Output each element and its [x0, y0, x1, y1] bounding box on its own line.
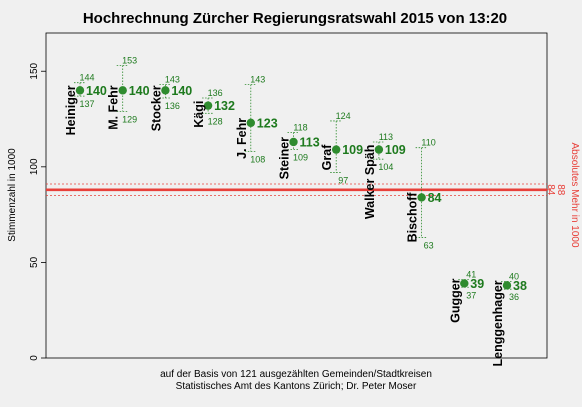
data-point: [502, 281, 512, 290]
chart-title: Hochrechnung Zürcher Regierungsratswahl …: [83, 10, 507, 27]
candidate-name: Bischoff: [406, 192, 420, 243]
lower-bound-label: 136: [165, 101, 180, 111]
y-axis-label: Stimmenzahl in 1000: [7, 148, 18, 242]
candidate-name: Heiniger: [64, 85, 78, 135]
upper-bound-label: 153: [122, 56, 137, 66]
y-tick-label: 150: [29, 62, 40, 79]
majority-upper-label: 88: [555, 184, 566, 196]
upper-bound-label: 143: [165, 75, 180, 85]
lower-bound-label: 108: [250, 155, 265, 165]
upper-bound-label: 110: [421, 138, 435, 148]
upper-bound-label: 144: [79, 73, 94, 83]
candidate-group: 153 129 140 M. Fehr: [107, 56, 150, 130]
value-label: 123: [257, 116, 278, 130]
candidate-name: J. Fehr: [235, 118, 249, 159]
data-point: [118, 86, 127, 95]
value-label: 38: [513, 279, 527, 293]
upper-bound-label: 143: [250, 75, 265, 85]
value-label: 84: [428, 191, 442, 205]
data-point: [75, 86, 85, 95]
value-label: 109: [385, 143, 406, 157]
candidate-name: Graf: [320, 144, 334, 171]
value-label: 140: [86, 84, 107, 98]
upper-bound-label: 40: [509, 272, 519, 282]
candidate-name: Gugger: [448, 278, 462, 323]
candidate-name: Walker Späh: [363, 145, 377, 220]
candidate-name: Steiner: [278, 137, 292, 180]
data-point: [374, 145, 384, 154]
candidate-group: 143 136 140 Stocker: [149, 75, 192, 132]
candidate-group: 136 128 132 Kägi: [192, 88, 235, 128]
candidate-name: Kägi: [192, 101, 206, 128]
y-tick-label: 50: [29, 256, 40, 268]
value-label: 39: [470, 277, 484, 291]
candidate-group: 110 63 84 Bischoff: [406, 138, 442, 251]
lower-bound-label: 63: [424, 241, 434, 251]
data-point: [417, 193, 426, 202]
upper-bound-label: 41: [466, 270, 476, 280]
upper-bound-label: 118: [293, 122, 307, 132]
value-label: 132: [214, 99, 235, 113]
majority-lower-label: 84: [545, 184, 556, 196]
lower-bound-label: 109: [293, 153, 308, 163]
candidate-group: 124 97 109 Graf: [320, 111, 363, 186]
y-tick-label: 0: [29, 355, 40, 361]
candidate-name: Stocker: [149, 85, 163, 131]
upper-bound-label: 124: [336, 111, 351, 121]
footer-line-2: Statistisches Amt des Kantons Zürich; Dr…: [176, 381, 417, 392]
lower-bound-label: 97: [338, 176, 348, 186]
y-tick-label: 100: [29, 158, 40, 175]
value-label: 113: [300, 135, 320, 149]
data-point: [332, 145, 341, 154]
lower-bound-label: 137: [79, 99, 94, 109]
data-point: [246, 118, 255, 128]
lower-bound-label: 128: [208, 116, 223, 126]
upper-bound-label: 113: [379, 132, 393, 142]
lower-bound-label: 104: [378, 162, 393, 172]
upper-bound-label: 136: [208, 88, 223, 98]
candidate-name: M. Fehr: [107, 85, 121, 130]
data-point: [460, 279, 469, 288]
data-point: [203, 101, 213, 110]
value-label: 109: [342, 143, 363, 157]
candidate-group: 118 109 113 Steiner: [278, 122, 320, 179]
data-point: [161, 86, 170, 95]
candidate-group: 143 108 123 J. Fehr: [235, 75, 278, 165]
value-label: 140: [171, 84, 192, 98]
lower-bound-label: 37: [466, 290, 476, 300]
data-point: [289, 137, 298, 147]
footer-line-1: auf der Basis von 121 ausgezählten Gemei…: [160, 369, 432, 380]
lower-bound-label: 36: [509, 292, 519, 302]
right-axis-label: Absolutes Mehr in 1000: [569, 142, 580, 248]
lower-bound-label: 129: [122, 114, 137, 124]
candidate-group: 113 104 109 Walker Späh: [363, 132, 406, 219]
candidate-name: Lenggenhager: [491, 280, 505, 366]
value-label: 140: [129, 84, 150, 98]
y-axis: 0 50 100 150: [29, 62, 46, 361]
